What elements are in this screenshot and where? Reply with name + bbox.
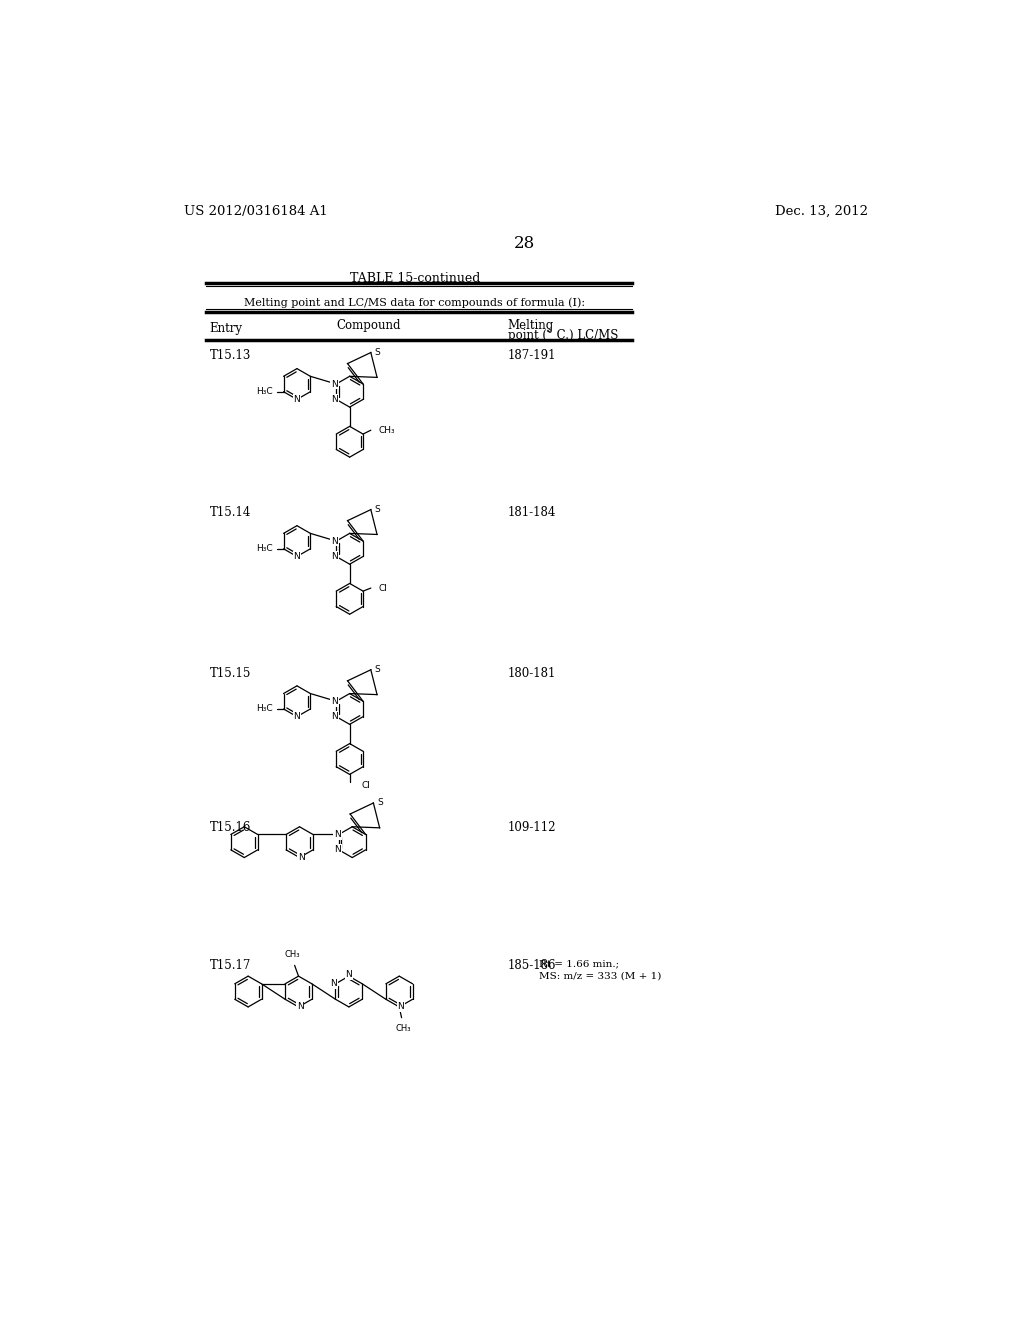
Text: T15.16: T15.16	[209, 821, 251, 834]
Text: N: N	[298, 853, 304, 862]
Text: 109-112: 109-112	[508, 821, 556, 834]
Text: N: N	[332, 537, 338, 545]
Text: N: N	[294, 552, 300, 561]
Text: Cl: Cl	[361, 780, 370, 789]
Text: US 2012/0316184 A1: US 2012/0316184 A1	[183, 205, 328, 218]
Text: CH₃: CH₃	[285, 950, 300, 960]
Text: MS: m/z = 333 (M + 1): MS: m/z = 333 (M + 1)	[539, 972, 662, 981]
Text: CH₃: CH₃	[379, 426, 395, 434]
Text: Melting point and LC/MS data for compounds of formula (I):: Melting point and LC/MS data for compoun…	[244, 297, 586, 308]
Text: 28: 28	[514, 235, 536, 252]
Text: 185-186: 185-186	[508, 960, 556, 973]
Text: Melting: Melting	[508, 318, 554, 331]
Text: N: N	[331, 979, 337, 989]
Text: N: N	[334, 830, 341, 840]
Text: T15.14: T15.14	[209, 507, 251, 520]
Text: S: S	[375, 665, 381, 675]
Text: S: S	[375, 348, 381, 356]
Text: 180-181: 180-181	[508, 667, 556, 680]
Text: H₃C: H₃C	[256, 544, 272, 553]
Text: TABLE 15-continued: TABLE 15-continued	[349, 272, 480, 285]
Text: N: N	[332, 697, 338, 706]
Text: Entry: Entry	[209, 322, 243, 335]
Text: 181-184: 181-184	[508, 507, 556, 520]
Text: N: N	[334, 845, 341, 854]
Text: N: N	[397, 1002, 404, 1011]
Text: Rt = 1.66 min.;: Rt = 1.66 min.;	[539, 960, 618, 968]
Text: N: N	[294, 395, 300, 404]
Text: H₃C: H₃C	[256, 705, 272, 713]
Text: CH₃: CH₃	[395, 1024, 411, 1032]
Text: T15.13: T15.13	[209, 350, 251, 363]
Text: H₃C: H₃C	[256, 387, 272, 396]
Text: T15.17: T15.17	[209, 960, 251, 973]
Text: N: N	[332, 395, 338, 404]
Text: N: N	[297, 1002, 303, 1011]
Text: N: N	[332, 713, 338, 721]
Text: T15.15: T15.15	[209, 667, 251, 680]
Text: S: S	[377, 799, 383, 808]
Text: Dec. 13, 2012: Dec. 13, 2012	[775, 205, 868, 218]
Text: N: N	[332, 552, 338, 561]
Text: N: N	[332, 380, 338, 388]
Text: N: N	[345, 970, 352, 979]
Text: S: S	[375, 506, 381, 513]
Text: Cl: Cl	[379, 583, 387, 593]
Text: point (° C.) LC/MS: point (° C.) LC/MS	[508, 329, 618, 342]
Text: N: N	[294, 713, 300, 721]
Text: Compound: Compound	[336, 318, 400, 331]
Text: 187-191: 187-191	[508, 350, 556, 363]
